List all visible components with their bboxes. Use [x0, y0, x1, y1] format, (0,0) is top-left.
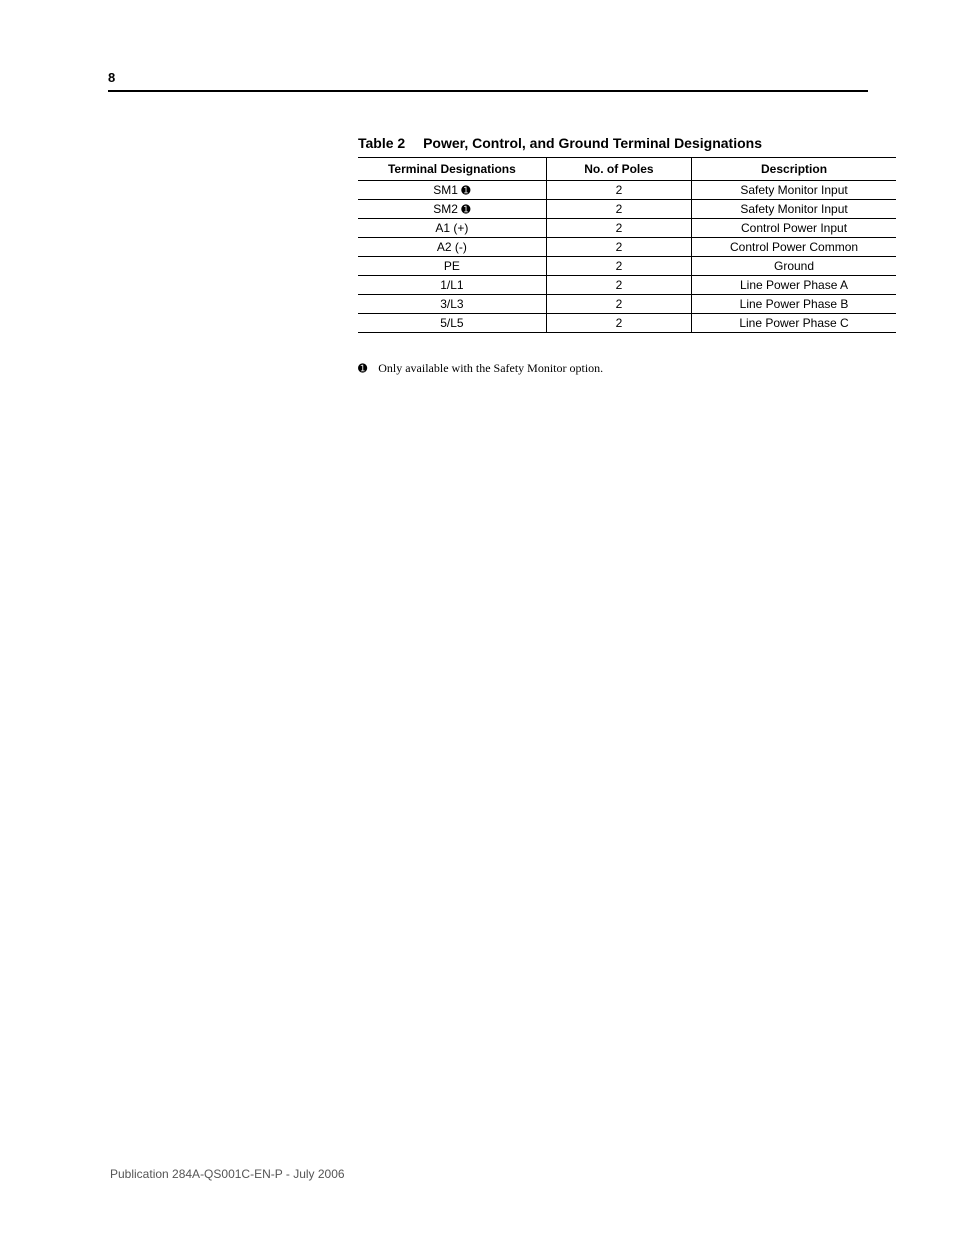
cell-desc: Ground [692, 257, 896, 276]
cell-terminal: 1/L1 [358, 276, 546, 295]
cell-terminal: A1 (+) [358, 219, 546, 238]
table-caption: Table 2 Power, Control, and Ground Termi… [358, 135, 896, 151]
col-header-poles: No. of Poles [546, 158, 691, 181]
cell-desc: Line Power Phase A [692, 276, 896, 295]
cell-desc: Control Power Common [692, 238, 896, 257]
table-row: 3/L3 2 Line Power Phase B [358, 295, 896, 314]
col-header-terminal: Terminal Designations [358, 158, 546, 181]
content-area: Table 2 Power, Control, and Ground Termi… [358, 135, 896, 376]
table-row: SM1 ➊ 2 Safety Monitor Input [358, 181, 896, 200]
table-number: Table 2 [358, 135, 405, 151]
cell-desc: Safety Monitor Input [692, 200, 896, 219]
table-row: 5/L5 2 Line Power Phase C [358, 314, 896, 333]
cell-desc: Line Power Phase B [692, 295, 896, 314]
terminal-label: SM1 [433, 183, 458, 197]
col-header-desc: Description [692, 158, 896, 181]
cell-poles: 2 [546, 257, 691, 276]
cell-terminal: 3/L3 [358, 295, 546, 314]
cell-desc: Control Power Input [692, 219, 896, 238]
publication-line: Publication 284A-QS001C-EN-P - July 2006 [110, 1167, 345, 1181]
terminal-label: A1 (+) [435, 221, 468, 235]
table-row: 1/L1 2 Line Power Phase A [358, 276, 896, 295]
page: 8 Table 2 Power, Control, and Ground Ter… [0, 0, 954, 1235]
header-rule [108, 90, 868, 92]
cell-terminal: A2 (-) [358, 238, 546, 257]
table-footnote: ➊ Only available with the Safety Monitor… [358, 361, 896, 376]
terminal-label: 3/L3 [440, 297, 463, 311]
table-row: A2 (-) 2 Control Power Common [358, 238, 896, 257]
cell-desc: Line Power Phase C [692, 314, 896, 333]
cell-terminal: PE [358, 257, 546, 276]
cell-poles: 2 [546, 181, 691, 200]
cell-poles: 2 [546, 200, 691, 219]
page-number: 8 [108, 70, 115, 85]
footnote-mark-icon: ➊ [461, 204, 470, 216]
cell-poles: 2 [546, 238, 691, 257]
table-body: SM1 ➊ 2 Safety Monitor Input SM2 ➊ 2 Saf… [358, 181, 896, 333]
cell-terminal: SM2 ➊ [358, 200, 546, 219]
footnote-mark-icon: ➊ [461, 185, 470, 197]
table-row: SM2 ➊ 2 Safety Monitor Input [358, 200, 896, 219]
terminal-label: PE [444, 259, 460, 273]
terminal-label: SM2 [433, 202, 458, 216]
table-row: PE 2 Ground [358, 257, 896, 276]
cell-terminal: SM1 ➊ [358, 181, 546, 200]
table-row: A1 (+) 2 Control Power Input [358, 219, 896, 238]
cell-poles: 2 [546, 276, 691, 295]
terminal-label: A2 (-) [437, 240, 467, 254]
cell-poles: 2 [546, 295, 691, 314]
cell-terminal: 5/L5 [358, 314, 546, 333]
footnote-mark-icon: ➊ [358, 363, 367, 375]
terminal-label: 5/L5 [440, 316, 463, 330]
footnote-text: Only available with the Safety Monitor o… [378, 361, 603, 375]
terminal-label: 1/L1 [440, 278, 463, 292]
cell-poles: 2 [546, 314, 691, 333]
terminal-designations-table: Terminal Designations No. of Poles Descr… [358, 157, 896, 333]
table-title: Power, Control, and Ground Terminal Desi… [423, 135, 762, 151]
table-header-row: Terminal Designations No. of Poles Descr… [358, 158, 896, 181]
cell-desc: Safety Monitor Input [692, 181, 896, 200]
cell-poles: 2 [546, 219, 691, 238]
